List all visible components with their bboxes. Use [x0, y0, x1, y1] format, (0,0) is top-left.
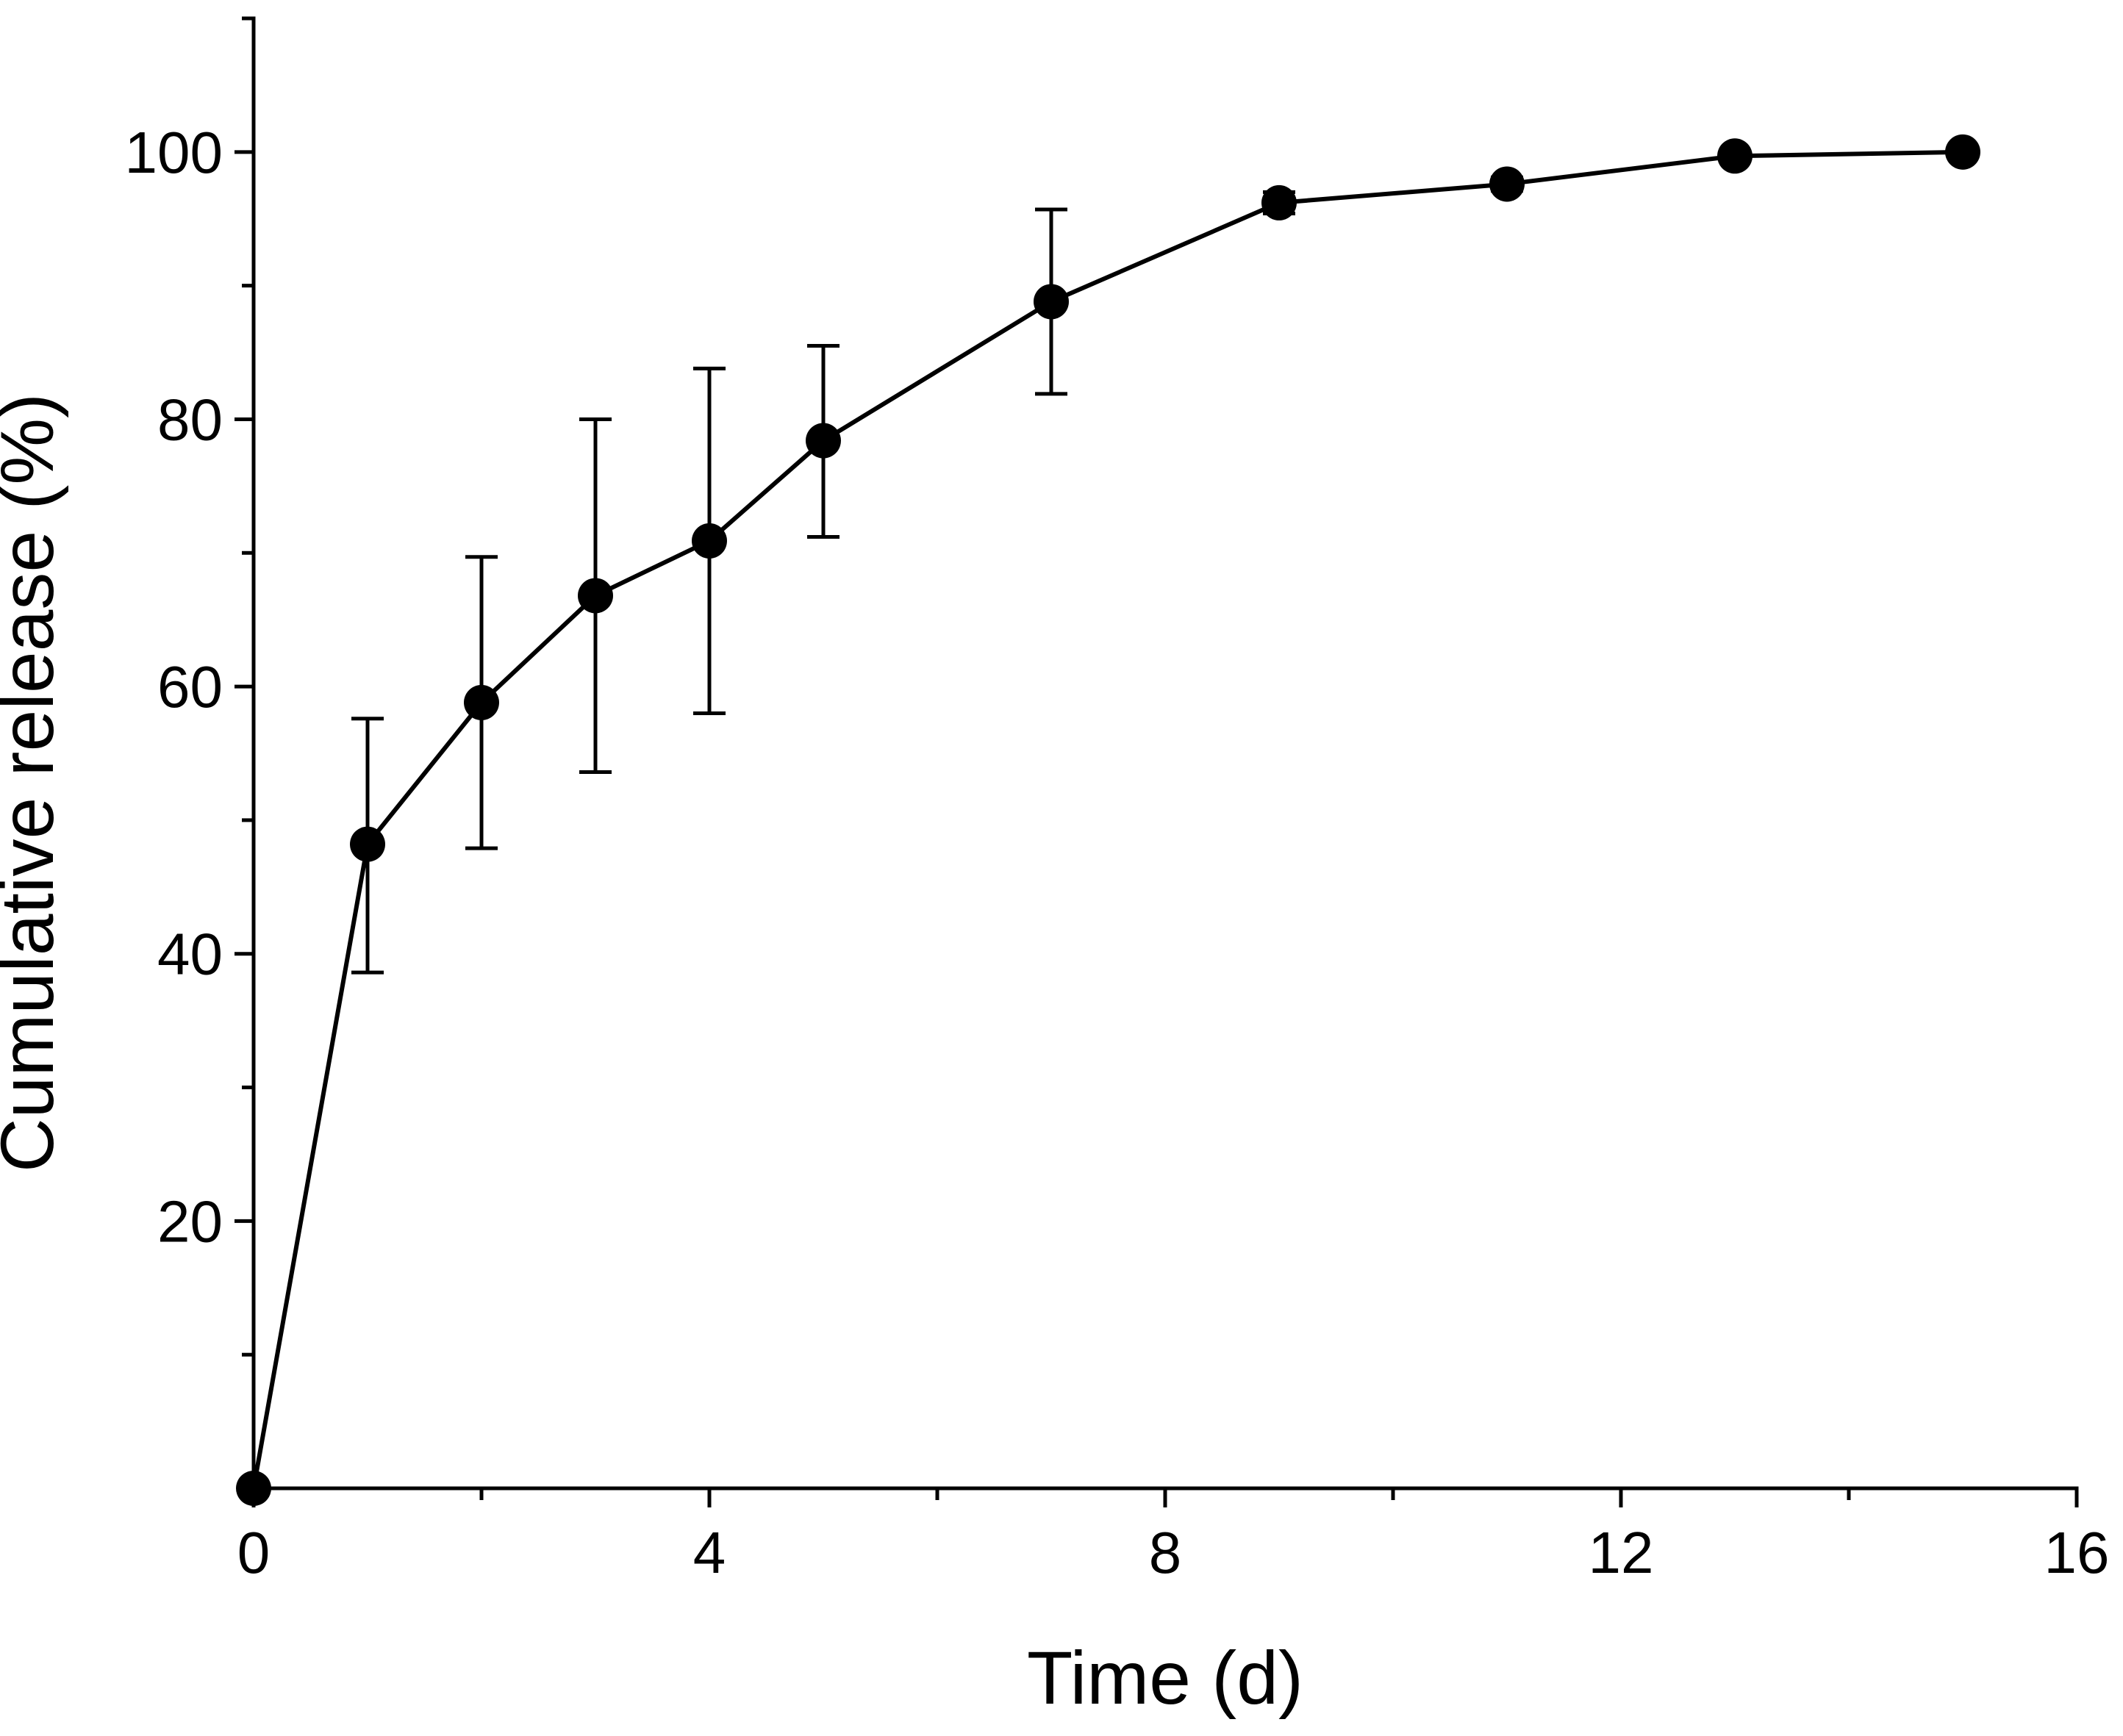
- data-point: [1034, 284, 1069, 320]
- y-tick-label: 80: [157, 387, 223, 452]
- data-point: [1717, 138, 1753, 174]
- data-point: [1261, 184, 1297, 220]
- series-layer: [236, 134, 1980, 1506]
- data-point: [578, 578, 613, 614]
- y-tick-label: 60: [157, 654, 223, 720]
- data-point: [236, 1471, 271, 1506]
- x-tick-label: 0: [237, 1520, 271, 1585]
- y-tick-label: 100: [125, 120, 223, 185]
- x-tick-label: 8: [1149, 1520, 1182, 1585]
- data-point: [806, 423, 841, 459]
- data-point: [464, 684, 499, 720]
- series-0: [236, 134, 1980, 1506]
- data-point: [350, 826, 385, 862]
- y-axis-label: Cumulative release (%): [0, 393, 69, 1172]
- y-tick-label: 20: [157, 1188, 223, 1254]
- data-point: [692, 523, 727, 559]
- data-point: [1945, 134, 1980, 170]
- x-tick-label: 4: [693, 1520, 726, 1585]
- ticks: 0 4 8 12 16 20 40 60 80 100: [125, 16, 2110, 1585]
- y-tick-label: 40: [157, 922, 223, 987]
- x-tick-label: 16: [2044, 1520, 2110, 1585]
- data-point: [1489, 166, 1525, 202]
- x-tick-label: 12: [1589, 1520, 1654, 1585]
- x-axis-label: Time (d): [1027, 1636, 1303, 1720]
